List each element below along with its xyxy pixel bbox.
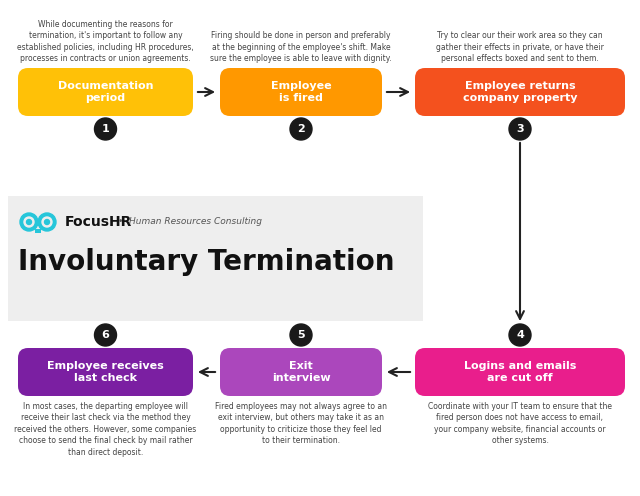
Circle shape [95,324,116,346]
Text: While documenting the reasons for
termination, it's important to follow any
esta: While documenting the reasons for termin… [17,20,194,63]
Text: Employee
is fired: Employee is fired [271,81,332,103]
Circle shape [95,118,116,140]
Text: 4: 4 [516,330,524,340]
FancyBboxPatch shape [18,68,193,116]
Text: FocusHR: FocusHR [65,215,132,229]
FancyBboxPatch shape [415,68,625,116]
Circle shape [509,118,531,140]
Circle shape [42,217,52,227]
Text: Involuntary Termination: Involuntary Termination [18,248,394,276]
Text: Coordinate with your IT team to ensure that the
fired person does not have acces: Coordinate with your IT team to ensure t… [428,402,612,445]
Text: Firing should be done in person and preferably
at the beginning of the employee': Firing should be done in person and pref… [211,31,392,63]
Text: 5: 5 [297,330,305,340]
FancyBboxPatch shape [33,219,43,226]
Text: 1: 1 [102,124,109,134]
Text: 2: 2 [297,124,305,134]
Text: Employee receives
last check: Employee receives last check [47,361,164,383]
Circle shape [290,324,312,346]
Circle shape [290,118,312,140]
FancyBboxPatch shape [8,196,423,321]
Text: 3: 3 [516,124,524,134]
FancyBboxPatch shape [220,348,382,396]
FancyBboxPatch shape [220,68,382,116]
Text: In most cases, the departing employee will
receive their last check via the meth: In most cases, the departing employee wi… [14,402,196,457]
Text: Documentation
period: Documentation period [58,81,153,103]
Circle shape [26,220,31,225]
Circle shape [20,213,38,231]
Text: •  Human Resources Consulting: • Human Resources Consulting [118,218,262,227]
Text: Logins and emails
are cut off: Logins and emails are cut off [464,361,576,383]
Circle shape [24,217,34,227]
Circle shape [38,213,56,231]
Text: Try to clear our their work area so they can
gather their effects in private, or: Try to clear our their work area so they… [436,31,604,63]
Text: Employee returns
company property: Employee returns company property [463,81,577,103]
Text: Fired employees may not always agree to an
exit interview, but others may take i: Fired employees may not always agree to … [215,402,387,445]
Text: Exit
interview: Exit interview [272,361,330,383]
FancyBboxPatch shape [18,348,193,396]
Text: 6: 6 [102,330,109,340]
FancyBboxPatch shape [35,229,41,233]
Circle shape [509,324,531,346]
FancyBboxPatch shape [415,348,625,396]
Circle shape [45,220,49,225]
